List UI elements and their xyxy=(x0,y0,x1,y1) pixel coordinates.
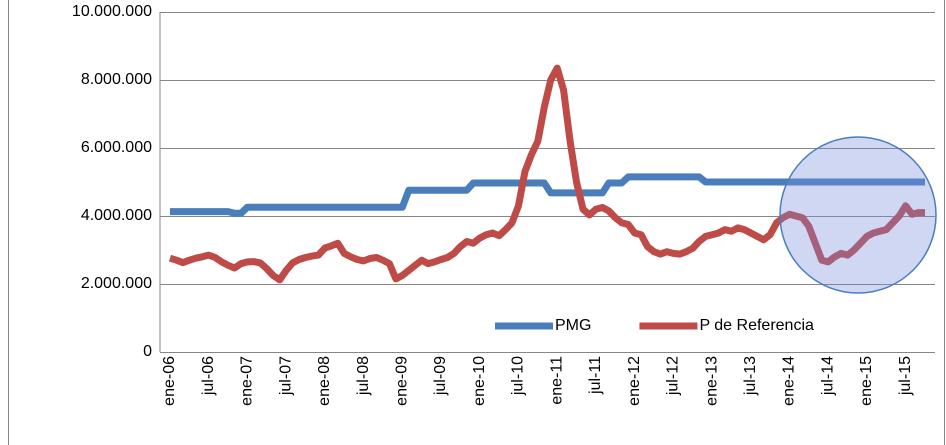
x-tick-label: ene-12 xyxy=(626,356,643,406)
y-tick-label: 0 xyxy=(143,343,152,360)
x-tick-label: jul-11 xyxy=(587,356,604,395)
x-tick-label: ene-10 xyxy=(471,356,488,406)
legend-label: P de Referencia xyxy=(699,317,814,334)
x-tick-label: jul-07 xyxy=(277,356,294,396)
y-tick-label: 8.000.000 xyxy=(81,71,152,88)
x-tick-label: jul-15 xyxy=(897,356,914,396)
x-tick-label: ene-13 xyxy=(703,356,720,406)
x-tick-label: jul-13 xyxy=(742,356,759,396)
x-tick-label: ene-08 xyxy=(316,356,333,406)
plot xyxy=(168,64,925,284)
labels: 0 2.000.000 4.000.000 6.000.000 8.000.000 10.… xyxy=(72,3,914,406)
x-tick-label: jul-06 xyxy=(200,356,217,396)
x-tick-label: jul-09 xyxy=(432,356,449,396)
x-tick-label: jul-14 xyxy=(819,356,836,396)
x-tick-label: jul-08 xyxy=(355,356,372,396)
legend-label: PMG xyxy=(555,317,591,334)
x-tick-label: ene-15 xyxy=(858,356,875,406)
x-tick-label: jul-10 xyxy=(510,356,527,396)
x-tick-label: ene-09 xyxy=(394,356,411,406)
x-tick-label: ene-07 xyxy=(239,356,256,406)
y-tick-label: 6.000.000 xyxy=(81,139,152,156)
y-tick-label: 10.000.000 xyxy=(72,3,152,20)
chart-frame xyxy=(8,0,945,445)
highlight-circle xyxy=(779,136,937,294)
y-tick-label: 2.000.000 xyxy=(81,275,152,292)
series-line xyxy=(170,173,925,217)
x-tick-label: jul-12 xyxy=(665,356,682,396)
x-tick-label: ene-06 xyxy=(161,356,178,406)
series-line xyxy=(168,64,925,284)
y-tick-label: 4.000.000 xyxy=(81,207,152,224)
x-tick-label: ene-11 xyxy=(548,356,565,405)
x-tick-label: ene-14 xyxy=(781,356,798,406)
